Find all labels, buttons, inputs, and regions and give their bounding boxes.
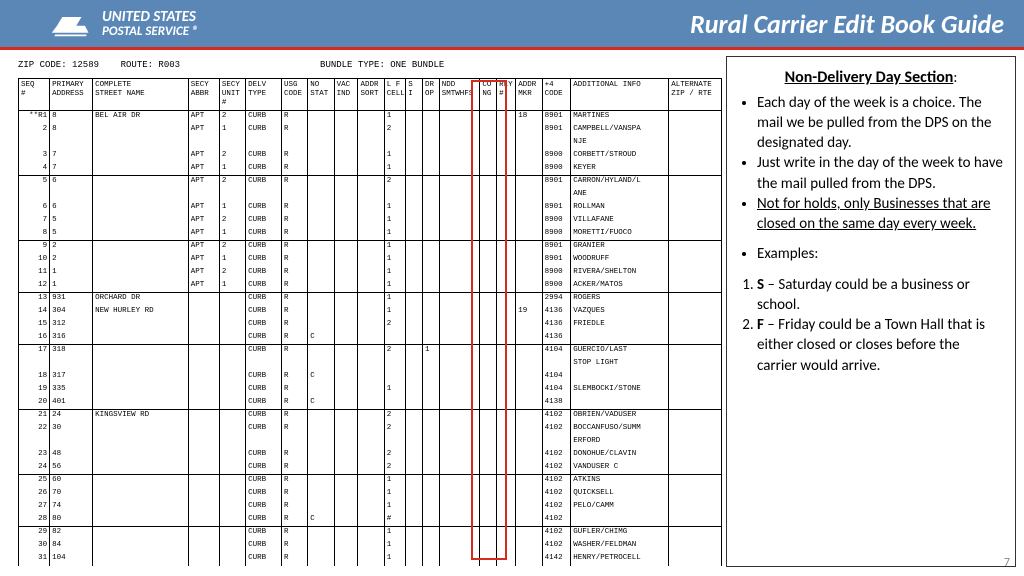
table-row: 3084CURBR14102WASHER/FELDMAN: [19, 540, 722, 553]
example-1: S – Saturday could be a business or scho…: [757, 275, 1003, 316]
table-row: 14304NEW HURLEY RDCURBR1194136VAZQUES: [19, 306, 722, 319]
table-row: 75APT2CURBR18900VILLAFANE: [19, 215, 722, 228]
logo-line2: POSTAL SERVICE ®: [102, 25, 199, 38]
col-header: VACIND: [334, 79, 358, 111]
table-row: 111APT2CURBR18900RIVERA/SHELTON: [19, 267, 722, 280]
col-header: NDDSMTWHFS: [439, 79, 480, 111]
col-header: NOSTAT: [308, 79, 334, 111]
table-row: 37APT2CURBR18900CORBETT/STROUD: [19, 150, 722, 163]
col-header: L FCELL: [384, 79, 406, 111]
table-row: 16316CURBRC4136: [19, 332, 722, 345]
table-row: 2230CURBR24102BOCCANFUSO/SUMM: [19, 423, 722, 436]
table-row: 17318CURBR214104GUERCIO/LAST: [19, 345, 722, 358]
table-row: 2982CURBR14102GUFLER/CHIMG: [19, 527, 722, 540]
bundle-type: BUNDLE TYPE: ONE BUNDLE: [320, 60, 444, 70]
table-row: **R18BEL AIR DRAPT2CURBR1188901MARTINES: [19, 111, 722, 124]
table-row: 15312CURBR24136FRIEDLE: [19, 319, 722, 332]
usps-logo: UNITED STATES POSTAL SERVICE ®: [50, 10, 199, 38]
table-row: 19335CURBR14104SLEMBOCKI/STONE: [19, 384, 722, 397]
col-header: USGCODE: [281, 79, 307, 111]
logo-text: UNITED STATES POSTAL SERVICE ®: [102, 10, 199, 38]
table-row: 20401CURBRC4138: [19, 397, 722, 410]
col-header: ADDITIONAL INFO: [571, 79, 669, 111]
table-meta: ZIP CODE: 12589 ROUTE: R003 BUNDLE TYPE:…: [18, 60, 722, 70]
col-header: SEQ#: [19, 79, 50, 111]
table-row: 2348CURBR24102DONOHUE/CLAVIN: [19, 449, 722, 462]
table-row: 92APT2CURBR18901GRANIER: [19, 241, 722, 254]
logo-line1: UNITED STATES: [102, 10, 199, 25]
table-row: 13931ORCHARD DRCURBR12994ROGERS: [19, 293, 722, 306]
col-header: PRIMARYADDRESS: [50, 79, 93, 111]
page-number: 7: [1004, 556, 1010, 570]
table-row: 2880CURBRC#4102: [19, 514, 722, 527]
info-panel: Non-Delivery Day Section: Each day of th…: [726, 56, 1016, 567]
table-row: 85APT1CURBR18900MORETTI/FUOCO: [19, 228, 722, 241]
col-header: COMPLETESTREET NAME: [93, 79, 189, 111]
examples-label: Examples:: [757, 244, 1003, 264]
bullet-3: Not for holds, only Businesses that are …: [757, 194, 1003, 235]
example-2: F – Friday could be a Town Hall that is …: [757, 315, 1003, 376]
table-row: 102APT1CURBR18901WOODRUFF: [19, 254, 722, 267]
col-header: SECYABBR: [188, 79, 219, 111]
col-header: ADDRMKR: [516, 79, 542, 111]
table-row: NJE: [19, 137, 722, 150]
header-bar: UNITED STATES POSTAL SERVICE ® Rural Car…: [0, 0, 1024, 50]
table-row: 56APT2CURBR28901CARRON/HYLAND/L: [19, 176, 722, 189]
table-row: ERFORD: [19, 436, 722, 449]
page-title: Rural Carrier Edit Book Guide: [690, 8, 1004, 40]
table-row: 2670CURBR14102QUICKSELL: [19, 488, 722, 501]
col-header: RLY#: [497, 79, 516, 111]
col-header: +4CODE: [542, 79, 571, 111]
eagle-icon: [50, 10, 92, 38]
col-header: DELVTYPE: [246, 79, 282, 111]
table-row: STOP LIGHT: [19, 358, 722, 371]
table-row: 2124KINGSVIEW RDCURBR24102OBRIEN/VADUSER: [19, 410, 722, 423]
table-row: 66APT1CURBR18901ROLLMAN: [19, 202, 722, 215]
table-row: 2560CURBR14102ATKINS: [19, 475, 722, 488]
table-row: 2774CURBR14102PELO/CAMM: [19, 501, 722, 514]
table-row: 2456CURBR24102VANDUSER C: [19, 462, 722, 475]
col-header: ALTERNATEZIP / RTE: [669, 79, 722, 111]
col-header: ADDRSORT: [358, 79, 384, 111]
table-row: 121APT1CURBR18900ACKER/MATOS: [19, 280, 722, 293]
table-row: ANE: [19, 189, 722, 202]
table-row: 31104CURBR14142HENRY/PETROCELL: [19, 553, 722, 566]
bullet-1: Each day of the week is a choice. The ma…: [757, 93, 1003, 154]
col-header: CONG: [480, 79, 497, 111]
zip-code: ZIP CODE: 12589: [18, 60, 99, 70]
bullet-2: Just write in the day of the week to hav…: [757, 153, 1003, 194]
edit-book-table-region: ZIP CODE: 12589 ROUTE: R003 BUNDLE TYPE:…: [0, 50, 726, 573]
col-header: SI: [406, 79, 423, 111]
panel-heading: Non-Delivery Day Section: [785, 68, 954, 87]
edit-book-table: SEQ#PRIMARYADDRESSCOMPLETESTREET NAMESEC…: [18, 78, 722, 566]
route: ROUTE: R003: [121, 60, 180, 70]
col-header: DROP: [423, 79, 440, 111]
col-header: SECYUNIT#: [219, 79, 245, 111]
table-row: 18317CURBRC4104: [19, 371, 722, 384]
table-row: 47APT1CURBR18900KEYER: [19, 163, 722, 176]
table-row: 28APT1CURBR28901CAMPBELL/VANSPA: [19, 124, 722, 137]
